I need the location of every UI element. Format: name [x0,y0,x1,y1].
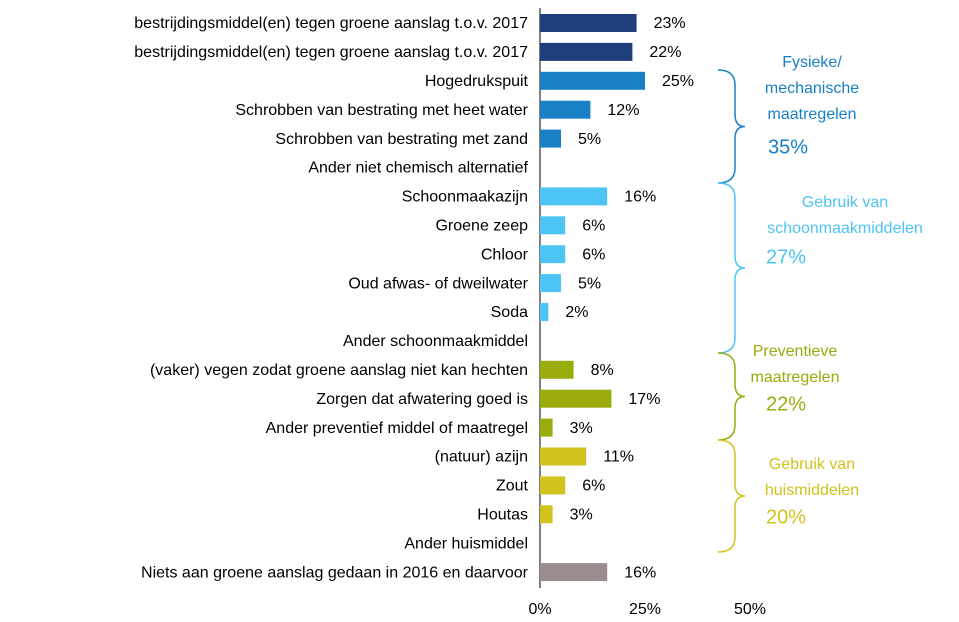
category-label: (natuur) azijn [435,449,528,466]
category-label: Groene zeep [435,218,528,235]
category-label: Zout [496,478,529,495]
category-label: Ander huismiddel [404,535,528,552]
bar [540,245,566,264]
bar [540,14,637,32]
group-label: maatregelen [751,369,840,386]
x-tick-label: 25% [629,601,661,618]
value-label: 3% [570,507,593,524]
x-tick-label: 0% [528,601,551,618]
value-label: 11% [603,449,634,466]
category-label: bestrijdingsmiddel(en) tegen groene aans… [134,44,528,61]
value-label: 2% [565,304,588,321]
value-label: 16% [624,189,656,206]
value-label: 6% [582,218,605,235]
group-label: Fysieke/ [782,54,842,71]
group-label: Preventieve [753,343,838,360]
group-total: 27% [766,246,806,268]
category-label: Oud afwas- of dweilwater [348,275,528,292]
bar [540,476,566,495]
category-label: Zorgen dat afwatering goed is [316,391,528,408]
bar [540,274,561,293]
value-label: 6% [582,246,605,263]
category-label: Hogedrukspuit [425,73,529,90]
category-label: bestrijdingsmiddel(en) tegen groene aans… [134,15,528,32]
group-total: 22% [766,393,806,415]
group-label: Gebruik van [802,194,888,211]
value-label: 3% [570,420,593,437]
group-label: schoonmaakmiddelen [767,220,923,237]
value-label: 22% [649,44,681,61]
bar [540,505,553,524]
bar [540,42,633,61]
group-total: 20% [766,506,806,528]
bar [540,71,645,90]
group-brace [717,182,746,354]
value-label: 17% [628,391,660,408]
bar [540,100,591,119]
value-label: 16% [624,564,656,581]
group-brace [717,439,746,553]
value-label: 23% [654,15,686,32]
category-label: Soda [491,304,528,321]
bar [540,216,566,235]
bar [540,563,608,582]
group-label: maatregelen [768,106,857,123]
value-label: 5% [578,131,601,148]
group-brace [717,69,746,184]
value-label: 6% [582,478,605,495]
group-label: mechanische [765,80,859,97]
category-label: Ander preventief middel of maatregel [266,420,528,437]
value-label: 12% [607,102,639,119]
category-label: (vaker) vegen zodat groene aanslag niet … [150,362,528,379]
category-label: Niets aan groene aanslag gedaan in 2016 … [141,564,529,581]
group-brace [717,352,746,441]
value-label: 8% [591,362,614,379]
bar [540,303,549,321]
bar [540,187,608,206]
group-total: 35% [768,136,808,158]
category-label: Schoonmaakazijn [402,189,528,206]
bar [540,418,553,437]
bar [540,360,574,379]
bar [540,447,587,466]
group-label: huismiddelen [765,482,859,499]
x-tick-label: 50% [734,601,766,618]
category-label: Ander niet chemisch alternatief [308,160,528,177]
bar [540,129,561,148]
category-label: Schrobben van bestrating met zand [275,131,528,148]
category-label: Schrobben van bestrating met heet water [235,102,528,119]
category-label: Houtas [477,507,528,524]
value-label: 5% [578,275,601,292]
category-label: Chloor [481,246,529,263]
bar [540,389,612,408]
category-label: Ander schoonmaakmiddel [343,333,528,350]
value-label: 25% [662,73,694,90]
group-label: Gebruik van [769,456,855,473]
